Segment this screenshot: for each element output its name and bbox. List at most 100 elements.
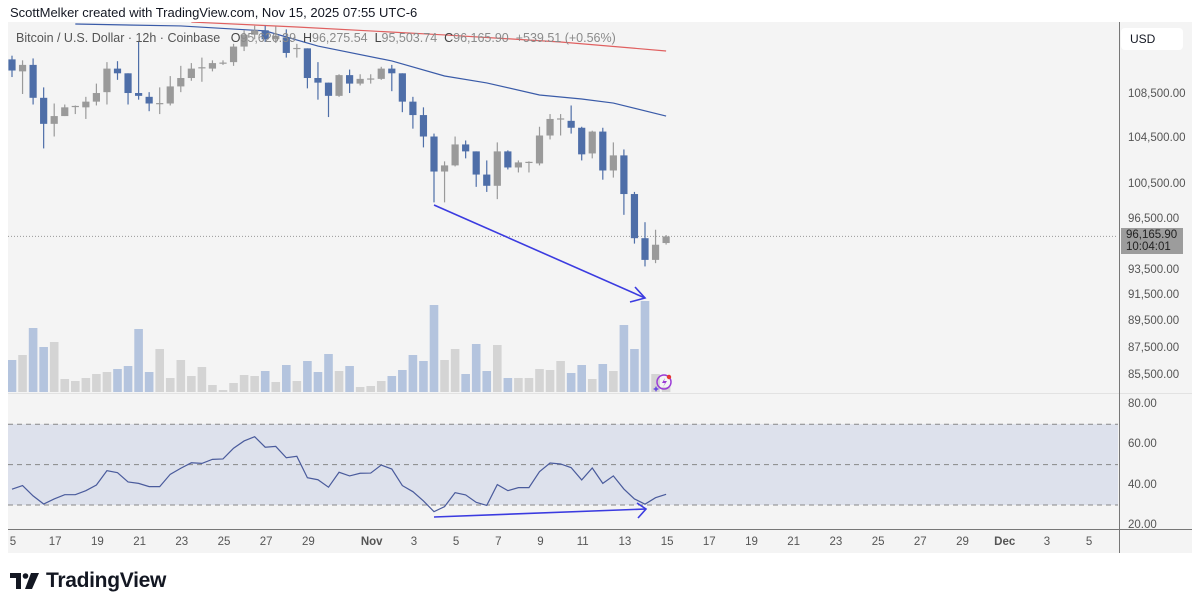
candle — [557, 114, 565, 136]
ma-slow-line — [191, 22, 667, 52]
volume-bar — [661, 387, 671, 392]
volume-bar — [345, 366, 354, 392]
candle — [546, 114, 554, 140]
candle-body — [261, 30, 269, 40]
candle-body — [251, 30, 259, 35]
candle-body — [367, 78, 375, 80]
candle — [187, 63, 195, 81]
candle — [50, 103, 58, 137]
volume-bar — [155, 349, 164, 392]
candle — [525, 161, 533, 173]
volume-bar — [461, 374, 470, 392]
volume-bar — [144, 372, 154, 392]
candle-body — [272, 35, 280, 40]
candle — [419, 107, 428, 148]
volume-bar — [503, 378, 513, 392]
candle-body — [641, 238, 649, 260]
price-pane[interactable] — [8, 22, 1119, 267]
candle-body — [546, 118, 554, 136]
tradingview-logo-icon — [10, 573, 39, 589]
volume-bar — [165, 378, 175, 392]
volume-bar — [577, 365, 586, 392]
candle — [219, 60, 227, 65]
volume-bar — [524, 378, 534, 392]
volume-bar — [514, 378, 523, 392]
candle-body — [113, 68, 122, 74]
candle — [324, 82, 333, 118]
candle-body — [135, 93, 143, 96]
candle-body — [240, 34, 248, 47]
low-label: L — [374, 31, 382, 45]
candle-body — [82, 101, 90, 108]
time-axis-label: 23 — [175, 536, 189, 548]
candle-body — [662, 236, 670, 244]
time-axis-label: 29 — [956, 536, 969, 548]
drawing-rsi-arrow[interactable] — [433, 502, 648, 519]
high-label: H — [302, 31, 313, 45]
candle — [124, 73, 132, 105]
candle-body — [567, 120, 575, 128]
candle-body — [103, 68, 111, 93]
candle — [367, 74, 375, 84]
close-label: C — [444, 31, 454, 45]
candle-body — [124, 73, 132, 94]
candle-body — [303, 48, 311, 79]
time-axis-label: 9 — [537, 536, 544, 548]
time-axis-label: 27 — [913, 536, 927, 548]
volume-bar — [450, 349, 460, 392]
volume-bar — [640, 301, 650, 392]
volume-bar — [587, 379, 597, 392]
price-axis-label: 93,500.00 — [1128, 263, 1180, 276]
drawing-price-arrow[interactable] — [433, 204, 647, 303]
volume-bar — [429, 305, 439, 392]
volume-bar — [303, 361, 312, 392]
candle — [272, 26, 280, 43]
candle — [314, 62, 322, 100]
price-axis-label: 96,500.00 — [1128, 213, 1180, 225]
volume-bar — [260, 371, 270, 392]
time-axis-label: 17 — [702, 536, 716, 548]
tradingview-logo[interactable]: TradingView — [10, 569, 166, 593]
volume-bar — [535, 369, 544, 392]
time-axis-label: 19 — [90, 536, 104, 548]
candle — [229, 43, 238, 66]
candle — [504, 150, 512, 170]
candle-body — [620, 155, 628, 195]
candle — [567, 105, 575, 134]
volume-bar — [398, 370, 407, 392]
volume-bar — [387, 376, 397, 392]
candle-body — [609, 155, 617, 171]
candle — [377, 66, 385, 80]
candle-body — [419, 115, 428, 137]
volume-bar — [471, 344, 481, 392]
time-axis-label: 29 — [301, 536, 315, 548]
candle-body — [71, 105, 79, 108]
volume-bar — [197, 367, 207, 392]
rsi-axis-label: 20.00 — [1128, 519, 1157, 532]
candle — [251, 25, 259, 40]
candle-body — [483, 174, 491, 186]
symbol-legend[interactable]: Bitcoin / U.S. Dollar · 12h · Coinbase O… — [16, 31, 616, 45]
candle-body — [440, 165, 449, 172]
rsi-line — [11, 436, 667, 513]
time-axis-label: 25 — [871, 536, 885, 548]
candle — [620, 149, 628, 215]
candle — [462, 140, 470, 159]
candle — [578, 126, 586, 161]
candle — [282, 29, 290, 58]
time-axis-label: 5 — [452, 536, 460, 548]
candle-body — [599, 131, 607, 171]
volume-bar — [440, 360, 449, 392]
candle — [641, 222, 649, 267]
lightning-icon[interactable] — [653, 374, 672, 392]
volume-bar — [355, 387, 365, 392]
candle — [166, 76, 174, 106]
candle-body — [346, 75, 354, 84]
candle-body — [18, 64, 27, 72]
currency-button[interactable]: USD — [1121, 28, 1183, 50]
price-axis-label: 91,500.00 — [1128, 289, 1180, 302]
volume-bar — [376, 381, 386, 392]
candle — [82, 96, 90, 119]
candle — [177, 65, 185, 93]
